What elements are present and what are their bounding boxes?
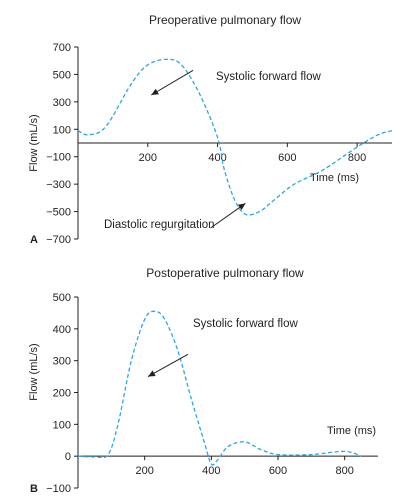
panel-b-annotation-arrow — [147, 353, 189, 378]
panel-b-x-tick-label: 800 — [335, 465, 353, 477]
panel-b-annotation-arrowhead — [148, 370, 156, 377]
panel-a-annotation-arrow — [210, 202, 246, 229]
panel-a-annotation-arrow — [151, 69, 194, 96]
panel-a-x-tick-label: 600 — [278, 152, 296, 164]
panel-a-y-tick-label: 100 — [53, 124, 71, 136]
panel-a-y-tick-label: −100 — [46, 152, 71, 164]
panel-a-x-tick-label: 400 — [208, 152, 226, 164]
panel-b-annotation-systolic: Systolic forward flow — [193, 318, 299, 330]
panel-b-flow-curve — [77, 310, 362, 466]
panel-a-x-tick-label: 200 — [139, 152, 157, 164]
panel-a-flow-curve — [77, 58, 393, 216]
panel-b-y-axis-label: Flow (mL/s) — [28, 343, 40, 400]
panel-b-chart: Postoperative pulmonary flow Flow (mL/s)… — [28, 266, 378, 495]
panel-a-x-tick-label: 800 — [348, 152, 366, 164]
panel-b-x-tick-label: 200 — [135, 465, 153, 477]
panel-a-y-tick-label: 500 — [53, 69, 71, 81]
panel-b-y-tick-label: 100 — [53, 419, 71, 431]
panel-a-y-tick-label: 700 — [53, 42, 71, 54]
panel-b-y-tick-label: 400 — [53, 324, 71, 336]
panel-b-y-tick-label: 0 — [65, 451, 71, 463]
panel-a-annotation-diastolic: Diastolic regurgitation — [104, 219, 215, 231]
panel-b-letter: B — [30, 483, 38, 495]
panel-a-y-axis-label: Flow (mL/s) — [28, 114, 40, 171]
panel-a-annotation-arrowhead — [151, 88, 159, 95]
panel-b-x-axis-label: Time (ms) — [327, 425, 376, 437]
panel-a-y-tick-label: 300 — [53, 97, 71, 109]
panel-a-title: Preoperative pulmonary flow — [149, 13, 301, 27]
panel-b-y-tick-label: 300 — [53, 356, 71, 368]
panel-a-y-tick-label: −500 — [46, 207, 71, 219]
panel-b-y-tick-label: −100 — [46, 483, 71, 495]
panel-b-y-tick-label: 500 — [53, 292, 71, 304]
panel-a-annotation-arrowhead — [237, 203, 246, 210]
panel-a-chart: Preoperative pulmonary flow Flow (mL/s) … — [28, 13, 393, 246]
panel-a-y-tick-label: −700 — [46, 234, 71, 246]
panel-b-x-tick-label: 400 — [202, 465, 220, 477]
panel-a-x-axis-label: Time (ms) — [310, 172, 359, 184]
panel-b-y-tick-label: 200 — [53, 388, 71, 400]
panel-a-y-tick-label: −300 — [46, 179, 71, 191]
panel-b-x-tick-label: 600 — [269, 465, 287, 477]
panel-b-title: Postoperative pulmonary flow — [146, 266, 304, 280]
panel-a-annotation-systolic: Systolic forward flow — [216, 71, 322, 83]
panel-a-letter: A — [30, 234, 38, 246]
